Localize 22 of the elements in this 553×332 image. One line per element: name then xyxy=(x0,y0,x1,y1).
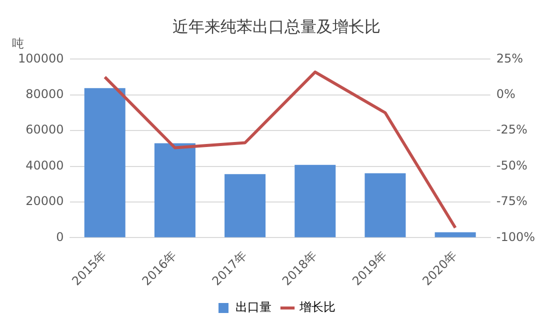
y2-tick-label: -75% xyxy=(496,194,528,208)
y-tick-label: 0 xyxy=(56,230,64,244)
y-tick-label: 40000 xyxy=(26,158,64,172)
y-tick-label: 60000 xyxy=(26,122,64,137)
y-tick-label: 100000 xyxy=(18,51,64,66)
y2-tick-label: -50% xyxy=(496,158,528,172)
bar xyxy=(224,174,266,238)
legend-label: 增长比 xyxy=(298,300,336,314)
y-tick-label: 20000 xyxy=(26,194,64,208)
y2-tick-label: -25% xyxy=(496,122,528,137)
bar xyxy=(154,143,196,238)
y2-tick-label: 25% xyxy=(496,51,524,66)
bar xyxy=(434,232,476,238)
y-axis-title: 吨 xyxy=(12,36,24,50)
bar xyxy=(84,88,126,238)
y-tick-label: 80000 xyxy=(26,87,64,102)
legend-label: 出口量 xyxy=(236,300,272,314)
y2-tick-label: 0% xyxy=(496,87,516,102)
chart-title: 近年来纯苯出口总量及增长比 xyxy=(172,16,380,36)
bar xyxy=(364,173,406,238)
y2-tick-label: -100% xyxy=(496,230,536,244)
bar xyxy=(294,164,336,238)
